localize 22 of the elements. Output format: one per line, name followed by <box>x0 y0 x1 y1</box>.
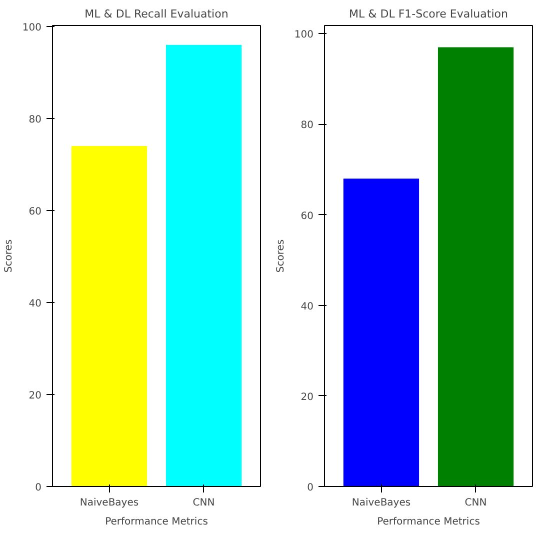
x-tick-label: NaiveBayes <box>352 498 411 508</box>
y-tick-label: 60 <box>300 210 314 222</box>
y-tick-label: 0 <box>307 482 314 494</box>
y-tick-label: 0 <box>35 482 42 494</box>
y-axis-title: Scores <box>3 239 14 273</box>
x-axis-title: Performance Metrics <box>377 516 480 528</box>
y-tick-label: 20 <box>300 392 314 403</box>
y-tick-label: 100 <box>22 22 42 34</box>
y-axis-title: Scores <box>275 239 286 273</box>
chart-title: ML & DL F1-Score Evaluation <box>349 8 508 20</box>
x-tick-label: NaiveBayes <box>80 498 139 508</box>
chart-title: ML & DL Recall Evaluation <box>84 8 228 20</box>
x-tick-label: CNN <box>464 498 487 508</box>
y-tick-label: 80 <box>28 114 42 126</box>
y-tick-label: 20 <box>28 390 42 402</box>
y-tick-label: 40 <box>300 301 314 312</box>
x-tick-label: CNN <box>192 498 215 508</box>
y-tick-label: 100 <box>294 30 314 41</box>
y-tick-label: 80 <box>300 120 314 132</box>
x-axis-title: Performance Metrics <box>105 516 208 528</box>
y-tick-label: 60 <box>28 206 42 218</box>
y-tick-label: 40 <box>28 298 42 310</box>
